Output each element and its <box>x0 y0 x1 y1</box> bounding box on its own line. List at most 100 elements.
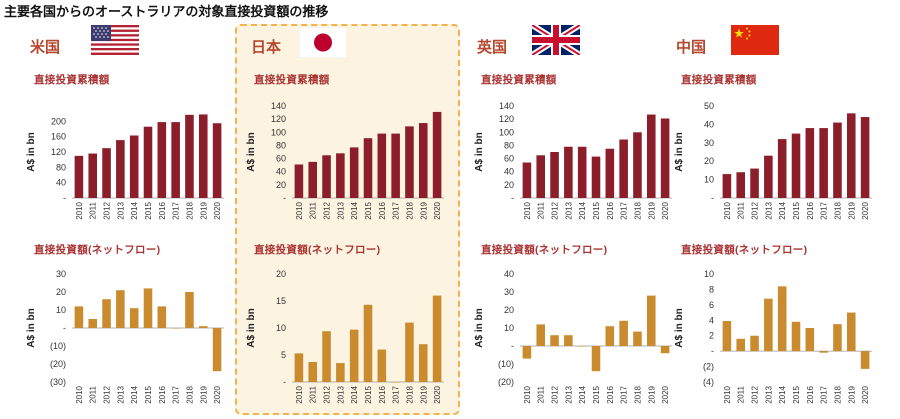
china-flag-icon <box>731 25 779 55</box>
bar <box>322 331 331 382</box>
x-tick-label: 2017 <box>620 385 629 403</box>
y-tick-label: 5 <box>281 350 286 360</box>
bar <box>308 161 318 198</box>
y-axis-title: A$ in bn <box>26 132 37 171</box>
bar <box>660 118 670 198</box>
x-tick-label: 2018 <box>633 385 642 403</box>
bar <box>294 164 304 198</box>
x-tick-label: 2011 <box>89 201 98 219</box>
y-tick-label: (20) <box>50 359 66 369</box>
y-tick-label: (2) <box>703 362 714 372</box>
bar <box>619 320 628 346</box>
bar <box>646 114 656 198</box>
y-tick-label: 6 <box>709 300 714 310</box>
x-tick-label: 2019 <box>847 201 856 219</box>
x-tick-label: 2015 <box>592 201 601 219</box>
bar <box>805 328 815 352</box>
bar <box>418 123 428 198</box>
bar <box>185 114 194 198</box>
bar <box>577 146 587 198</box>
bar <box>660 346 670 354</box>
bar <box>391 133 400 198</box>
bar <box>129 135 139 198</box>
x-tick-label: 2010 <box>295 201 304 219</box>
x-tick-label: 2012 <box>551 385 560 403</box>
x-tick-label: 2016 <box>606 385 615 403</box>
bar <box>198 114 208 198</box>
x-tick-label: 2018 <box>833 385 842 403</box>
x-tick-label: 2015 <box>364 385 373 403</box>
y-tick-label: 20 <box>504 305 514 315</box>
bar <box>102 148 111 198</box>
y-axis-title: A$ in bn <box>674 308 685 347</box>
y-tick-label: 8 <box>709 284 714 294</box>
bar <box>764 155 773 198</box>
y-tick-label: 40 <box>276 167 286 177</box>
y-axis-title: A$ in bn <box>246 308 257 347</box>
us-flow-label: 直接投資額(ネットフロー) <box>34 244 161 256</box>
bar <box>363 138 373 198</box>
x-tick-label: 2015 <box>364 201 373 219</box>
bar <box>377 133 387 198</box>
y-tick-label: 30 <box>56 269 66 279</box>
y-tick-label: 10 <box>56 305 66 315</box>
jp-flow-chart: A$ in bn - 5 10 15 20 2010 2011 2012 2013 2014 2015… <box>246 269 444 404</box>
bar <box>198 326 208 328</box>
x-tick-label: 2017 <box>392 385 401 403</box>
x-tick-label: 2011 <box>737 201 746 219</box>
y-tick-label: 80 <box>504 140 514 150</box>
y-tick-label: 30 <box>504 287 514 297</box>
bar <box>88 153 98 198</box>
x-tick-label: 2020 <box>661 201 670 219</box>
country-uk-name: 英国 <box>477 39 508 56</box>
bar <box>129 308 139 328</box>
bar <box>536 324 546 346</box>
x-tick-label: 2010 <box>523 201 532 219</box>
x-tick-label: 2013 <box>336 385 345 403</box>
x-tick-label: 2012 <box>103 385 112 403</box>
bar <box>736 338 746 352</box>
bar <box>349 329 359 382</box>
bar <box>336 153 345 198</box>
x-tick-label: 2017 <box>820 201 829 219</box>
japan-flag-icon <box>299 27 347 58</box>
bar <box>171 328 180 329</box>
bar <box>846 113 856 198</box>
bar <box>522 346 532 359</box>
bar <box>336 363 345 382</box>
bar <box>564 335 573 346</box>
x-tick-label: 2012 <box>551 201 560 219</box>
y-tick-label: - <box>283 193 286 203</box>
y-tick-label: 120 <box>51 147 66 157</box>
bar <box>185 292 194 328</box>
x-tick-label: 2013 <box>764 201 773 219</box>
bar <box>212 123 222 198</box>
bar <box>405 126 414 198</box>
y-tick-label: - <box>283 377 286 387</box>
x-tick-label: 2018 <box>633 201 642 219</box>
x-tick-label: 2010 <box>723 201 732 219</box>
bar <box>418 344 428 382</box>
bar <box>860 117 870 198</box>
y-tick-label: - <box>63 193 66 203</box>
x-tick-label: 2019 <box>647 385 656 403</box>
bar <box>846 312 856 352</box>
y-tick-label: 40 <box>704 119 714 129</box>
x-tick-label: 2010 <box>75 385 84 403</box>
x-tick-label: 2014 <box>778 201 787 219</box>
y-tick-label: 140 <box>499 101 514 111</box>
y-tick-label: 60 <box>276 154 286 164</box>
x-tick-label: 2013 <box>116 201 125 219</box>
bar <box>116 140 125 198</box>
bar <box>157 306 167 328</box>
x-tick-label: 2020 <box>861 201 870 219</box>
y-tick-label: 100 <box>271 127 286 137</box>
y-tick-label: - <box>511 193 514 203</box>
bar <box>577 346 587 347</box>
x-tick-label: 2020 <box>861 385 870 403</box>
y-tick-label: 120 <box>271 114 286 124</box>
bar <box>522 162 532 198</box>
y-tick-label: 80 <box>56 162 66 172</box>
y-tick-label: 200 <box>51 116 66 126</box>
x-tick-label: 2020 <box>433 385 442 403</box>
